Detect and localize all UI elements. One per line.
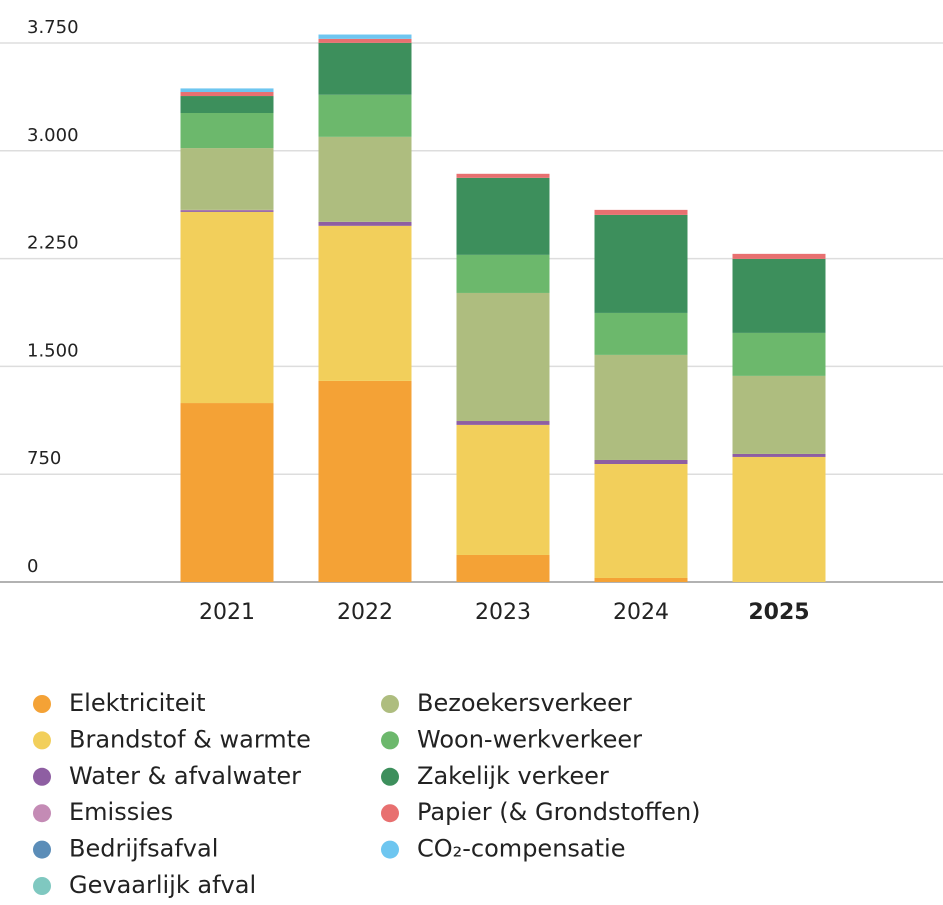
x-tick-label: 2024 (613, 600, 669, 625)
legend-label: Bedrijfsafval (69, 835, 218, 863)
legend-label: Brandstof & warmte (69, 725, 311, 753)
bar-segment (180, 92, 274, 97)
bar-segment (594, 209, 688, 215)
bar-segment (180, 210, 274, 212)
bar-segment (594, 354, 688, 460)
bar-segment (456, 173, 550, 178)
bar-segment (594, 577, 688, 582)
bar-segment (318, 225, 412, 381)
bar-segment (180, 96, 274, 113)
legend-swatch (381, 804, 399, 823)
legend-label: Elektriciteit (69, 689, 206, 717)
legend-label: CO₂-compensatie (417, 835, 625, 863)
bar-segment (456, 554, 550, 582)
bar-segment (180, 88, 274, 93)
y-tick-label: 2.250 (27, 233, 79, 254)
legend-swatch (33, 695, 51, 713)
bar-segment (732, 258, 826, 333)
bar-segment (456, 292, 550, 422)
legend-swatch (33, 840, 51, 859)
bar-segment (180, 148, 274, 210)
legend-swatch (33, 731, 51, 750)
bar-segment (732, 375, 826, 454)
bar-segment (594, 459, 688, 464)
legend-label: Papier (& Grondstoffen) (417, 798, 701, 826)
bar-segment (318, 380, 412, 582)
bar-segment (456, 177, 550, 255)
bar-segment (456, 254, 550, 293)
bar-segment (456, 421, 550, 425)
bar-segment (594, 214, 688, 313)
legend-swatch (33, 877, 51, 895)
bar-segment (732, 456, 826, 582)
legend-swatch (381, 695, 399, 713)
bar-segment (318, 136, 412, 222)
bar-segment (732, 253, 826, 259)
legend-swatch (33, 767, 51, 786)
y-tick-label: 0 (27, 556, 38, 577)
y-tick-label: 3.000 (27, 125, 79, 146)
bar-segment (594, 312, 688, 355)
legend-label: Gevaarlijk afval (69, 871, 256, 899)
bar-segment (180, 209, 274, 211)
y-tick-label: 3.750 (27, 17, 79, 38)
bar-segment (732, 453, 826, 457)
legend-label: Zakelijk verkeer (417, 762, 609, 790)
bar-segment (318, 34, 412, 39)
legend-swatch (381, 840, 399, 859)
bar-segment (594, 463, 688, 578)
y-tick-label: 1.500 (27, 340, 79, 361)
legend-swatch (33, 804, 51, 823)
legend-swatch (381, 767, 399, 786)
bar-segment (318, 221, 412, 226)
legend-swatch (381, 731, 399, 750)
legend-label: Emissies (69, 798, 173, 826)
legend-label: Bezoekersverkeer (417, 689, 632, 717)
x-tick-label: 2023 (475, 600, 531, 625)
bar-segment (318, 42, 412, 95)
bar-segment (180, 112, 274, 149)
bar-segment (180, 403, 274, 582)
bar-segment (732, 332, 826, 376)
bar-segment (318, 38, 412, 43)
legend-label: Water & afvalwater (69, 762, 301, 790)
x-tick-label: 2022 (337, 600, 393, 625)
bar-segment (318, 94, 412, 137)
bar-segment (180, 211, 274, 404)
bar-segment (456, 424, 550, 555)
legend-label: Woon-werkverkeer (417, 725, 642, 753)
x-tick-label: 2025 (748, 600, 809, 625)
y-tick-label: 750 (27, 448, 61, 469)
x-tick-label: 2021 (199, 600, 255, 625)
